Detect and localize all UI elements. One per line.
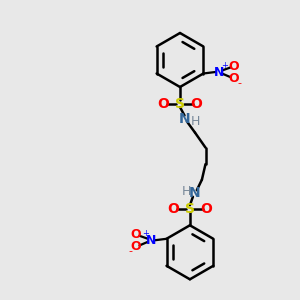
Text: S: S (175, 97, 185, 110)
Text: +: + (221, 61, 228, 70)
Text: N: N (214, 65, 224, 79)
Text: O: O (130, 228, 141, 241)
Text: S: S (185, 202, 195, 216)
Text: N: N (179, 112, 190, 126)
Text: O: O (190, 97, 202, 110)
Text: -: - (128, 246, 133, 256)
Text: N: N (146, 234, 156, 247)
Text: O: O (200, 202, 212, 216)
Text: O: O (229, 72, 239, 85)
Text: H: H (182, 185, 192, 198)
Text: O: O (229, 59, 239, 73)
Text: O: O (158, 97, 169, 110)
Text: H: H (191, 115, 201, 128)
Text: +: + (142, 229, 149, 238)
Text: O: O (167, 202, 179, 216)
Text: N: N (189, 186, 200, 200)
Text: O: O (130, 240, 141, 254)
Text: -: - (237, 78, 242, 88)
